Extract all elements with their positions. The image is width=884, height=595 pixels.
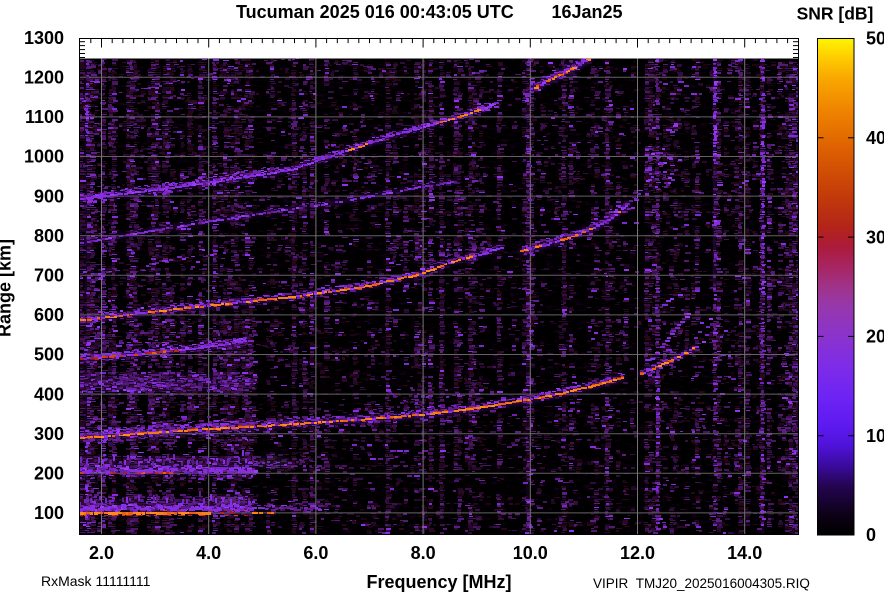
svg-text:Frequency [MHz]: Frequency [MHz] (366, 572, 511, 592)
svg-text:200: 200 (34, 464, 64, 484)
svg-text:14.0: 14.0 (727, 543, 762, 563)
svg-text:Tucuman 2025 016 00:43:05 UTC: Tucuman 2025 016 00:43:05 UTC (236, 2, 514, 22)
svg-text:4.0: 4.0 (196, 543, 221, 563)
svg-text:500: 500 (34, 345, 64, 365)
svg-text:Range [km]: Range [km] (0, 239, 15, 337)
svg-text:20: 20 (866, 327, 884, 347)
svg-text:8.0: 8.0 (411, 543, 436, 563)
svg-text:1100: 1100 (25, 107, 64, 127)
svg-text:RxMask 11111111: RxMask 11111111 (41, 573, 151, 589)
svg-text:1000: 1000 (24, 147, 64, 167)
svg-text:0: 0 (866, 525, 876, 545)
svg-text:700: 700 (34, 266, 64, 286)
svg-text:30: 30 (866, 227, 884, 247)
svg-text:12.0: 12.0 (620, 543, 655, 563)
svg-text:VIPIR TMJ20_2025016004305.RIQ: VIPIR TMJ20_2025016004305.RIQ (593, 576, 810, 591)
svg-text:10.0: 10.0 (513, 543, 548, 563)
svg-text:100: 100 (34, 503, 64, 523)
svg-text:600: 600 (34, 305, 64, 325)
svg-text:2.0: 2.0 (89, 543, 114, 563)
svg-text:10: 10 (866, 426, 884, 446)
svg-text:40: 40 (866, 128, 884, 148)
svg-text:16Jan25: 16Jan25 (552, 2, 623, 22)
svg-text:SNR [dB]: SNR [dB] (797, 4, 874, 24)
svg-text:50: 50 (866, 29, 884, 49)
svg-text:1200: 1200 (24, 68, 64, 88)
svg-text:900: 900 (34, 186, 64, 206)
svg-text:800: 800 (34, 226, 64, 246)
svg-text:300: 300 (34, 424, 64, 444)
svg-text:6.0: 6.0 (303, 543, 328, 563)
svg-text:400: 400 (34, 384, 64, 404)
svg-text:1300: 1300 (24, 28, 64, 48)
